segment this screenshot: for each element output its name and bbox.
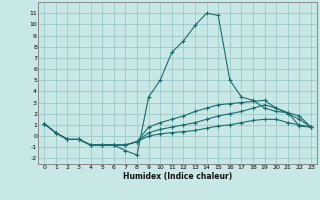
X-axis label: Humidex (Indice chaleur): Humidex (Indice chaleur) xyxy=(123,172,232,181)
